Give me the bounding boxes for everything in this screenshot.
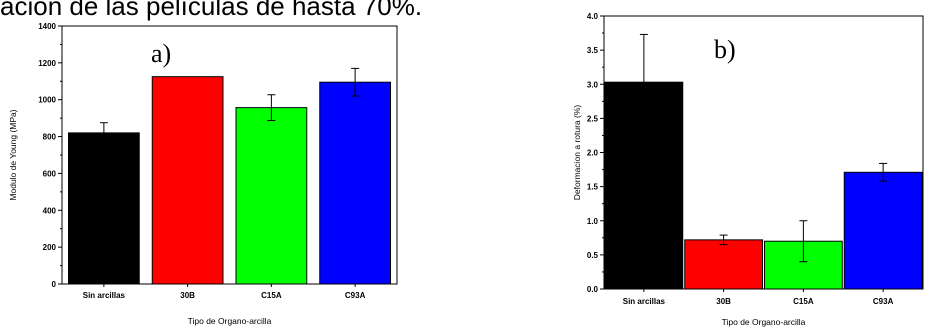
x-tick-label: C93A <box>345 291 366 300</box>
y-tick-label: 200 <box>43 243 57 252</box>
x-tick-label: 30B <box>180 291 195 300</box>
y-tick-label: 1000 <box>38 96 56 105</box>
bar-sin-arcillas <box>68 132 140 285</box>
y-tick-label: 800 <box>43 133 57 142</box>
y-tick-label: 400 <box>43 206 57 215</box>
panel-label: a) <box>151 39 171 68</box>
caption-text: ación de las películas de hasta 70%. <box>0 0 423 21</box>
y-axis-label: Deformacion a rotura (%) <box>572 105 582 201</box>
bar-c15a <box>235 107 308 285</box>
panel-label: b) <box>714 35 736 64</box>
y-tick-label: 600 <box>43 169 57 178</box>
y-tick-label: 0.0 <box>587 285 599 294</box>
x-tick-label: C15A <box>793 297 814 306</box>
x-axis-label: Tipo de Organo-arcilla <box>722 317 806 327</box>
bar-30b <box>151 76 224 285</box>
y-tick-label: 2.5 <box>587 114 599 123</box>
bar-30b <box>684 239 763 290</box>
y-tick-label: 1400 <box>38 22 56 31</box>
y-axis-label: Modulo de Young (MPa) <box>8 109 18 200</box>
x-tick-label: 30B <box>716 297 731 306</box>
y-tick-label: 1.5 <box>587 183 599 192</box>
y-tick-label: 1.0 <box>587 217 599 226</box>
x-axis-label: Tipo de Organo-arcilla <box>188 316 272 326</box>
y-tick-label: 2.0 <box>587 149 599 158</box>
y-tick-label: 0 <box>52 280 57 289</box>
y-tick-label: 1200 <box>38 59 56 68</box>
y-tick-label: 0.5 <box>587 251 599 260</box>
x-tick-label: Sin arcillas <box>83 291 126 300</box>
y-tick-label: 3.5 <box>587 46 599 55</box>
x-tick-label: C93A <box>873 297 894 306</box>
bar-c93a <box>843 171 923 290</box>
x-tick-label: C15A <box>261 291 282 300</box>
y-tick-label: 3.0 <box>587 80 599 89</box>
y-tick-label: 4.0 <box>587 12 599 21</box>
x-tick-label: Sin arcillas <box>623 297 666 306</box>
